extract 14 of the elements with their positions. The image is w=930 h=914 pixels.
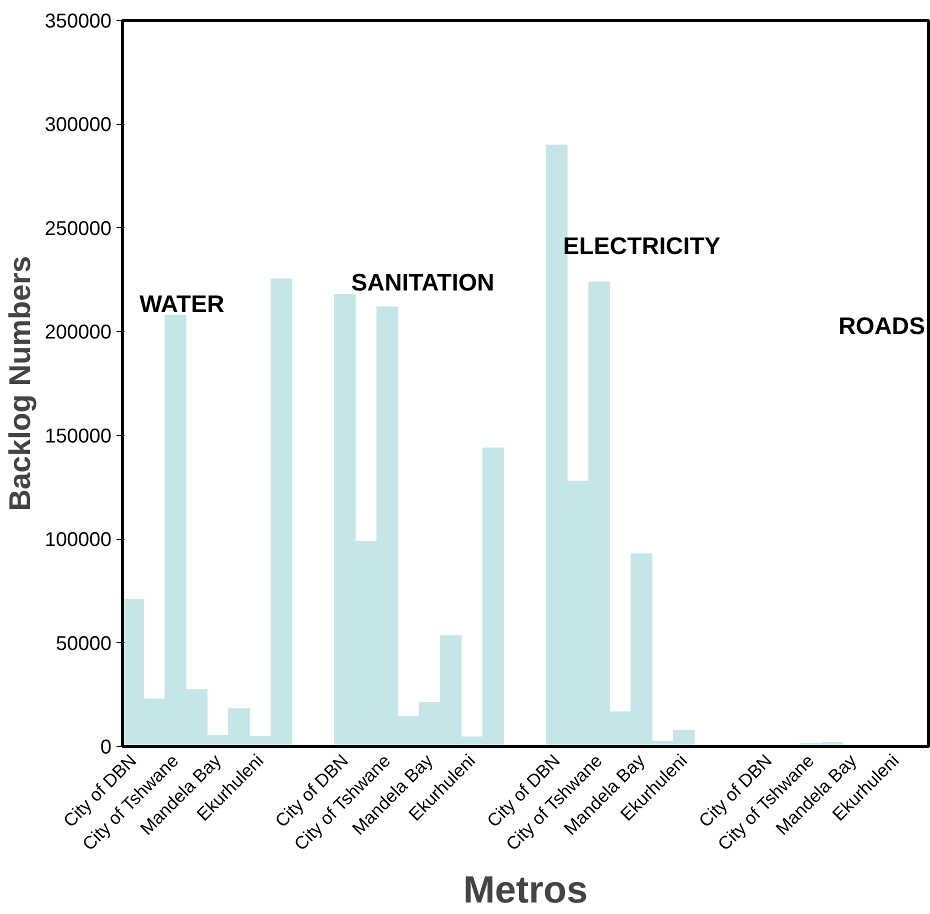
y-tick-label: 50000 bbox=[56, 632, 112, 655]
y-tick-label: 100000 bbox=[44, 529, 112, 552]
annotation: WATER bbox=[139, 291, 224, 318]
y-axis-title: Backlog Numbers bbox=[4, 256, 37, 512]
annotation: SANITATION bbox=[351, 269, 494, 296]
y-tick-label: 0 bbox=[100, 736, 112, 758]
y-tick-label: 200000 bbox=[44, 322, 112, 344]
y-tick-label: 150000 bbox=[44, 425, 112, 448]
x-axis-title: Metros bbox=[463, 869, 588, 912]
y-tick-label: 250000 bbox=[44, 218, 112, 240]
y-tick-label: 350000 bbox=[44, 10, 112, 32]
annotation: ELECTRICITY bbox=[563, 233, 720, 260]
annotation: ROADS bbox=[838, 312, 926, 340]
y-tick-label: 300000 bbox=[44, 114, 112, 136]
